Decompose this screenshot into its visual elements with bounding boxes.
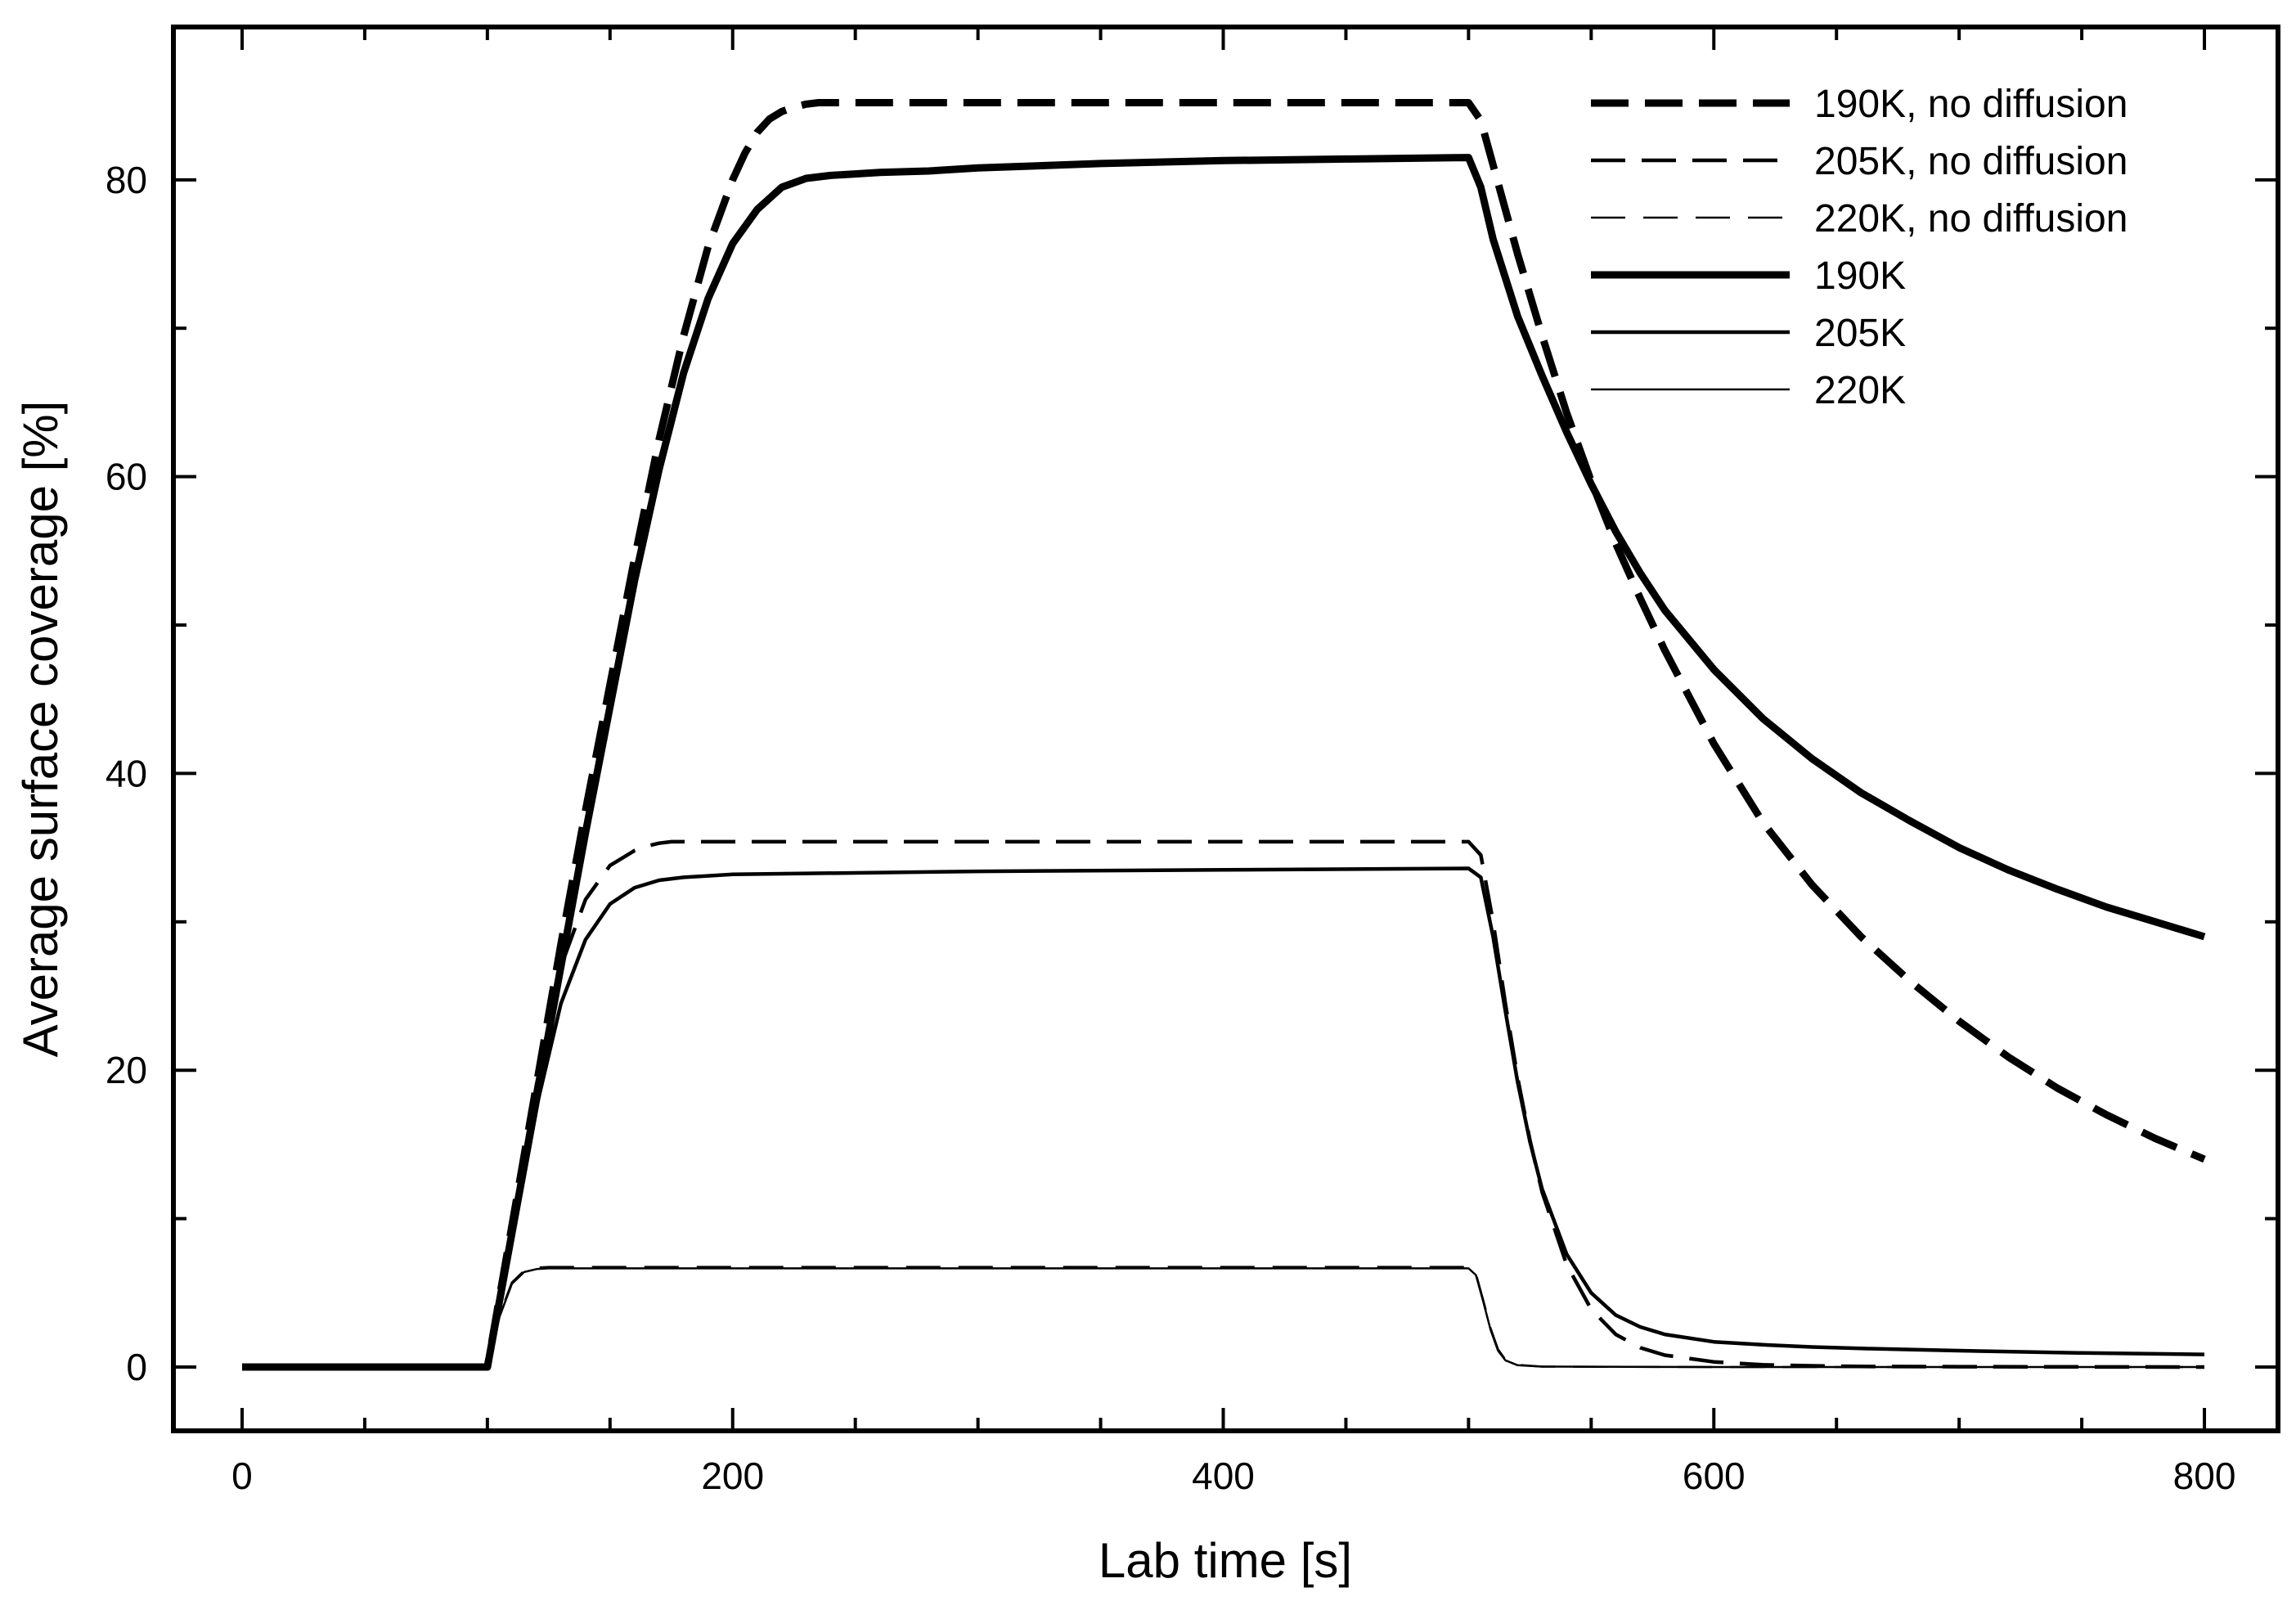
x-tick-label: 200 xyxy=(701,1455,764,1497)
legend-label: 205K, no diffusion xyxy=(1814,140,2128,183)
legend-label: 220K, no diffusion xyxy=(1814,197,2128,241)
legend-label: 220K xyxy=(1814,369,1906,412)
series-line xyxy=(242,99,2206,1371)
y-tick-label: 40 xyxy=(106,752,147,794)
x-tick-label: 400 xyxy=(1192,1455,1255,1497)
y-tick-label: 60 xyxy=(106,456,147,498)
series-lines xyxy=(242,99,2206,1371)
y-tick-label: 80 xyxy=(106,159,147,201)
y-axis-title: Average surface coverage [%] xyxy=(13,401,68,1058)
series-line xyxy=(242,154,2206,1371)
y-tick-label: 0 xyxy=(126,1346,147,1388)
x-tick-label: 600 xyxy=(1683,1455,1746,1497)
series-line xyxy=(242,839,2205,1369)
legend-label: 205K xyxy=(1814,312,1906,355)
plot-frame xyxy=(171,25,2280,1433)
series-line xyxy=(242,866,2205,1369)
legend: 190K, no diffusion 205K, no diffusion 220K… xyxy=(1591,83,2128,412)
x-tick-label: 800 xyxy=(2173,1455,2236,1497)
y-tick-label: 20 xyxy=(106,1049,147,1091)
legend-label: 190K, no diffusion xyxy=(1814,83,2128,126)
axis-ticks: 0 200 400 600 800 0 20 40 60 80 xyxy=(106,27,2278,1497)
x-tick-label: 0 xyxy=(231,1455,253,1497)
legend-label: 190K xyxy=(1814,254,1906,298)
series-line xyxy=(242,1267,2204,1369)
series-line xyxy=(242,1266,2204,1369)
x-axis-title: Lab time [s] xyxy=(1099,1533,1352,1588)
